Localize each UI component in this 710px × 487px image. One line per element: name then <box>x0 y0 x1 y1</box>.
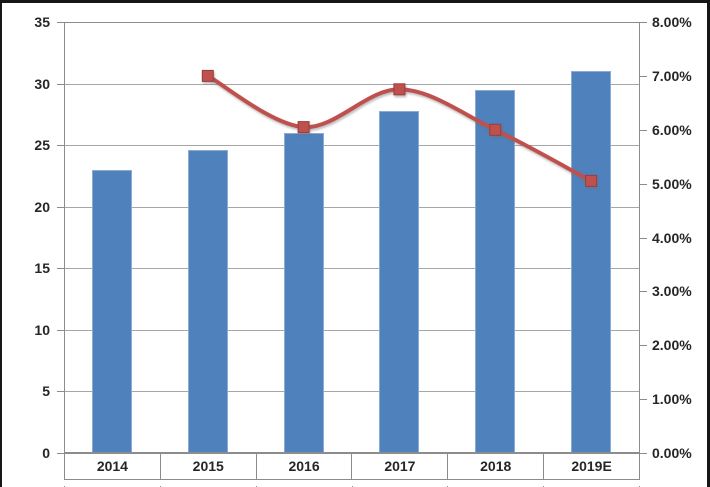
left-axis-tick-label: 5 <box>42 383 50 399</box>
right-axis-tick-label: 4.00% <box>652 230 692 246</box>
plot-area-border <box>64 22 640 453</box>
left-axis-tick <box>57 268 64 269</box>
left-axis-tick <box>57 330 64 331</box>
x-axis-category-label: 2019E <box>571 458 612 474</box>
right-axis-tick <box>640 291 647 292</box>
line-marker-2018 <box>489 123 502 136</box>
right-axis-tick-label: 8.00% <box>652 14 692 30</box>
left-axis-tick <box>57 145 64 146</box>
right-axis-tick-label: 0.00% <box>652 445 692 461</box>
left-axis-tick-label: 0 <box>42 445 50 461</box>
left-axis-tick-label: 10 <box>34 322 50 338</box>
x-axis-category-label: 2018 <box>448 454 545 479</box>
left-axis-tick-label: 15 <box>34 260 50 276</box>
right-axis-tick-label: 1.00% <box>652 391 692 407</box>
growth-rate-line-layer <box>201 69 598 187</box>
bar-2017 <box>379 111 419 453</box>
right-axis-tick <box>640 22 647 23</box>
left-axis-tick-label: 25 <box>34 137 50 153</box>
left-axis-tick <box>57 22 64 23</box>
line-marker-2016 <box>297 121 310 134</box>
right-axis-tick <box>640 184 647 185</box>
bar-2019E <box>571 71 611 453</box>
right-axis-tick <box>640 76 647 77</box>
right-axis-tick-label: 7.00% <box>652 68 692 84</box>
right-axis-tick <box>640 453 647 454</box>
left-axis-tick-label: 35 <box>34 14 50 30</box>
line-marker-2017 <box>393 83 406 96</box>
x-axis-category-row: 2014 2015 2016 2017 2018 2019E <box>64 454 640 480</box>
right-axis-tick-label: 3.00% <box>652 283 692 299</box>
right-axis-tick-label: 5.00% <box>652 176 692 192</box>
gridline <box>64 207 639 208</box>
bar-2014 <box>92 170 132 453</box>
x-axis-category-label: 2017 <box>352 454 449 479</box>
right-axis-tick-label: 6.00% <box>652 122 692 138</box>
left-axis-tick-label: 30 <box>34 76 50 92</box>
x-axis-category-label: 2016 <box>257 454 353 479</box>
bar-2016 <box>284 133 324 453</box>
line-marker-2015 <box>201 69 214 82</box>
gridline <box>64 391 639 392</box>
right-axis-tick <box>640 399 647 400</box>
right-axis-tick <box>640 238 647 239</box>
line-marker-2019E <box>585 174 598 187</box>
gridline <box>64 268 639 269</box>
x-axis-line <box>64 452 640 454</box>
right-axis-tick-label: 2.00% <box>652 337 692 353</box>
gridline <box>64 330 639 331</box>
bar-2015 <box>188 150 228 453</box>
left-axis-tick-label: 20 <box>34 199 50 215</box>
right-axis-tick <box>640 345 647 346</box>
gridline <box>64 84 639 85</box>
gridline <box>64 145 639 146</box>
left-axis-tick <box>57 391 64 392</box>
right-axis-tick <box>640 130 647 131</box>
left-axis-tick <box>57 207 64 208</box>
x-axis-category-label: 2015 <box>161 454 257 479</box>
left-axis-tick <box>57 453 64 454</box>
x-axis-category-label: 2014 <box>65 454 161 479</box>
bar-2018 <box>475 90 515 453</box>
left-axis-tick <box>57 84 64 85</box>
